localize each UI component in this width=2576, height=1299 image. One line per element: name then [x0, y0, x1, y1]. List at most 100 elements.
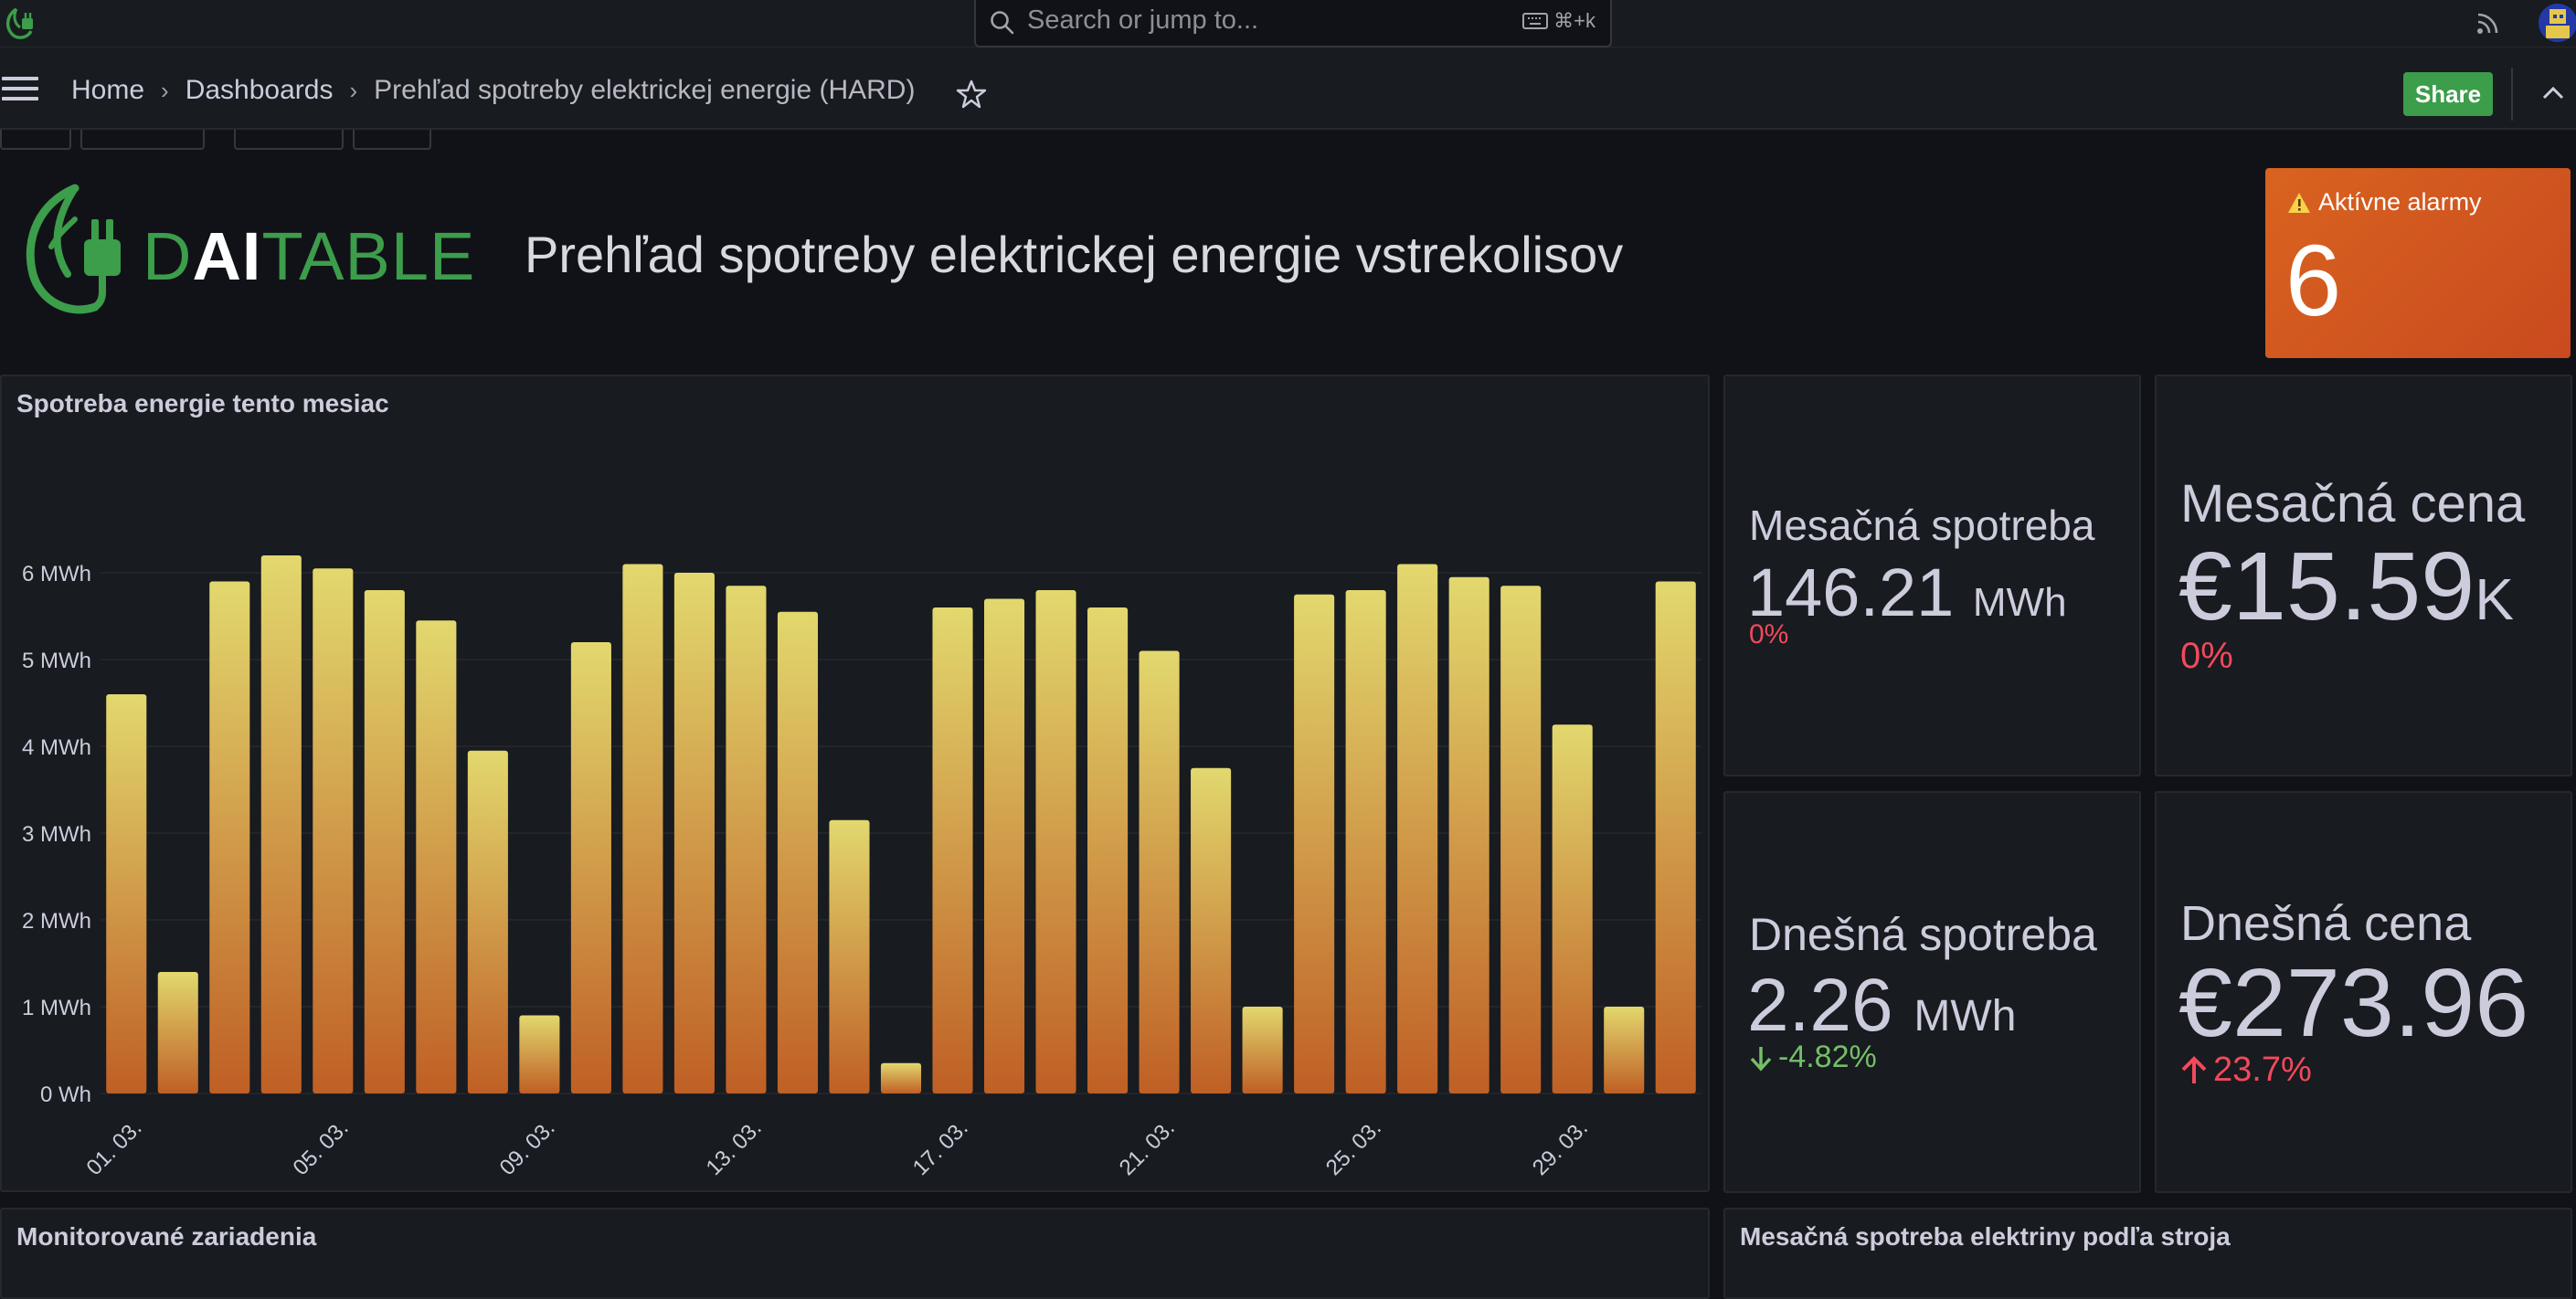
stat-unit: MWh — [1972, 580, 2067, 625]
chart-bar[interactable] — [364, 590, 405, 1093]
daitable-logo-icon — [26, 184, 121, 314]
chevron-up-icon[interactable] — [2540, 80, 2566, 106]
alarm-label: Aktívne alarmy — [2287, 188, 2482, 216]
chart-bar[interactable] — [1087, 607, 1129, 1093]
stat-number: 2.26 — [1747, 964, 1893, 1047]
star-icon[interactable] — [956, 79, 987, 110]
user-avatar[interactable] — [2539, 4, 2576, 42]
x-tick-label: 01. 03. — [82, 1115, 147, 1180]
chart-bar[interactable] — [1448, 576, 1489, 1093]
stat-value: 2.26 MWh — [1747, 963, 2016, 1049]
stat-label: Dnešná cena — [2180, 896, 2472, 951]
energy-chart-panel: Spotreba energie tento mesiac 0 Wh 1 MWh 2… — [0, 375, 1710, 1192]
chart-bar[interactable] — [1552, 724, 1593, 1093]
share-button[interactable]: Share — [2403, 72, 2493, 116]
y-tick-label: 1 MWh — [22, 996, 91, 1020]
search-placeholder: Search or jump to... — [1027, 5, 1259, 35]
y-tick-label: 4 MWh — [22, 735, 91, 760]
search-shortcut-label: ⌘+k — [1553, 9, 1595, 32]
machine-consumption-panel: Mesačná spotreba elektriny podľa stroja — [1723, 1208, 2572, 1299]
stat-unit: K — [2475, 566, 2514, 632]
chart-bar[interactable] — [1655, 581, 1696, 1094]
chart-bar[interactable] — [570, 642, 611, 1093]
chart-bar[interactable] — [1242, 1007, 1283, 1093]
chart-bar[interactable] — [726, 586, 767, 1093]
stat-currency: € — [2178, 533, 2232, 640]
chart-bar[interactable] — [1035, 590, 1076, 1093]
breadcrumb-dashboards[interactable]: Dashboards — [185, 75, 334, 105]
stat-delta-value: -4.82% — [1778, 1040, 1877, 1074]
monthly-consumption-panel: Mesačná spotreba 146.21 MWh 0% — [1723, 375, 2141, 776]
chart-bar[interactable] — [260, 555, 302, 1093]
chart-bar[interactable] — [983, 598, 1025, 1094]
stat-number: 15.59 — [2231, 533, 2475, 640]
chart-bar[interactable] — [829, 819, 870, 1093]
rss-feed-icon[interactable] — [2475, 9, 2502, 37]
chart-bar[interactable] — [106, 694, 147, 1093]
variable-control[interactable] — [0, 130, 71, 150]
alarm-label-text: Aktívne alarmy — [2318, 188, 2482, 216]
x-tick-label: 17. 03. — [908, 1115, 973, 1180]
variable-control[interactable] — [234, 130, 344, 150]
chart-bar[interactable] — [1500, 586, 1542, 1093]
chart-bar[interactable] — [622, 564, 663, 1094]
y-tick-label: 2 MWh — [22, 909, 91, 934]
stat-value: €15.59K — [2178, 532, 2514, 642]
chart-bar[interactable] — [1191, 767, 1232, 1093]
stat-label: Dnešná spotreba — [1749, 909, 2097, 960]
panel-title: Monitorované zariadenia — [16, 1222, 317, 1251]
stat-unit: MWh — [1913, 992, 2017, 1040]
brand-letter-d: D — [143, 218, 193, 294]
monitored-devices-panel: Monitorované zariadenia — [0, 1208, 1710, 1299]
arrow-down-icon — [1750, 1046, 1772, 1072]
chart-bar[interactable] — [932, 607, 973, 1093]
arrow-up-icon — [2181, 1055, 2207, 1083]
chart-bar[interactable] — [1345, 590, 1386, 1093]
stat-value: €273.96 — [2178, 948, 2528, 1059]
search-bar[interactable]: Search or jump to... ⌘+k — [974, 0, 1612, 48]
variable-control[interactable] — [353, 130, 431, 150]
chart-bar[interactable] — [777, 611, 819, 1093]
warning-icon — [2288, 192, 2310, 213]
y-tick-label: 0 Wh — [40, 1082, 91, 1107]
y-tick-label: 5 MWh — [22, 649, 91, 673]
x-tick-label: 25. 03. — [1321, 1115, 1386, 1180]
search-icon — [991, 11, 1014, 35]
alarm-count: 6 — [2285, 225, 2342, 337]
chart-bar[interactable] — [673, 573, 715, 1093]
energy-bar-chart: 0 Wh 1 MWh 2 MWh 3 MWh 4 MWh 5 MWh 6 MWh 01. 0… — [22, 555, 1701, 1180]
keyboard-icon — [1522, 13, 1549, 29]
breadcrumb-current: Prehľad spotreby elektrickej energie (HA… — [374, 75, 916, 105]
chart-bar[interactable] — [880, 1062, 922, 1093]
stat-number: 146.21 — [1747, 554, 1955, 630]
daily-cost-panel: Dnešná cena €273.96 23.7% — [2155, 791, 2572, 1193]
chevron-right-icon: › — [349, 76, 358, 104]
avatar-image — [2539, 4, 2576, 42]
breadcrumb-home[interactable]: Home — [71, 75, 145, 105]
chart-bar[interactable] — [313, 568, 354, 1093]
chart-bar[interactable] — [1604, 1007, 1645, 1093]
x-tick-label: 05. 03. — [289, 1115, 354, 1180]
chart-bar[interactable] — [1397, 564, 1438, 1094]
y-tick-label: 3 MWh — [22, 822, 91, 847]
chart-bar[interactable] — [416, 620, 457, 1093]
chart-bar[interactable] — [157, 972, 198, 1093]
menu-icon[interactable] — [2, 77, 38, 102]
brand-word-table: TABLE — [261, 218, 476, 294]
variable-control[interactable] — [80, 130, 205, 150]
search-shortcut: ⌘+k — [1522, 9, 1595, 33]
chart-bar[interactable] — [209, 581, 250, 1094]
chart-bar[interactable] — [1294, 594, 1335, 1093]
stat-label: Mesačná spotreba — [1749, 502, 2095, 549]
chart-bar[interactable] — [1139, 650, 1180, 1094]
divider — [2511, 68, 2513, 121]
active-alarms-tile[interactable]: Aktívne alarmy 6 — [2265, 168, 2571, 358]
stat-delta: 0% — [1749, 619, 1789, 650]
app-logo-icon[interactable] — [4, 2, 40, 44]
chart-bar[interactable] — [467, 750, 508, 1093]
stat-label: Mesačná cena — [2180, 474, 2526, 533]
panel-title: Mesačná spotreba elektriny podľa stroja — [1740, 1222, 2231, 1251]
chart-bar[interactable] — [519, 1015, 560, 1094]
chevron-right-icon: › — [161, 76, 169, 104]
stat-number: 273.96 — [2231, 949, 2529, 1057]
